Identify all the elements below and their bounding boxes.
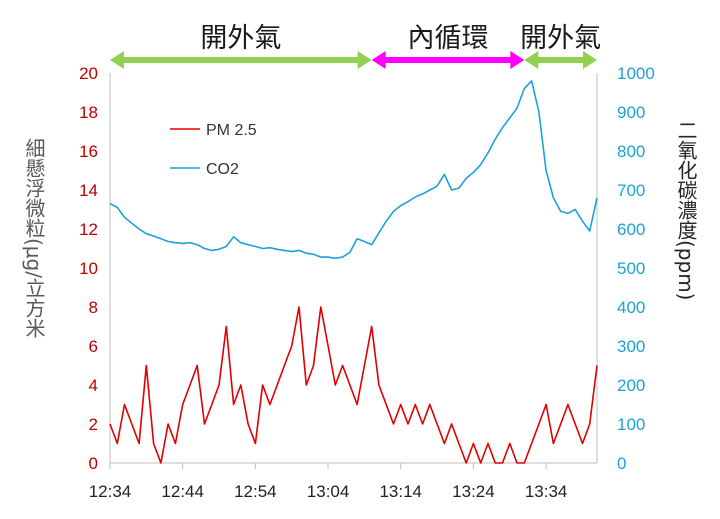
- period-arrow-head-left: [371, 51, 386, 69]
- y-left-tick-label: 18: [79, 103, 98, 122]
- x-tick-label: 12:44: [161, 482, 204, 501]
- y-right-tick-label: 1000: [617, 64, 655, 83]
- y-left-tick-label: 8: [89, 298, 98, 317]
- y-right-tick-label: 800: [617, 142, 645, 161]
- x-tick-label: 13:24: [452, 482, 495, 501]
- y-right-tick-label: 600: [617, 220, 645, 239]
- axes: 0246810121416182001002003004005006007008…: [79, 64, 655, 501]
- period-label: 內循環: [407, 23, 488, 54]
- period-arrow-head-right: [510, 51, 525, 69]
- y-left-tick-label: 14: [79, 181, 98, 200]
- period-arrow-head-left: [524, 51, 539, 69]
- y-axis-left-label: 細懸浮微粒(μg/立方米: [22, 138, 46, 338]
- y-left-tick-label: 16: [79, 142, 98, 161]
- period-arrow-head-right: [357, 51, 372, 69]
- y-right-tick-label: 700: [617, 181, 645, 200]
- y-right-tick-label: 500: [617, 259, 645, 278]
- period-annotations: 開外氣 內循環 開外氣: [110, 23, 601, 69]
- y-left-tick-label: 6: [89, 337, 98, 356]
- period-arrow-head-left: [110, 51, 124, 69]
- y-left-tick-label: 20: [79, 64, 98, 83]
- y-left-tick-label: 0: [89, 454, 98, 473]
- y-left-tick-label: 10: [79, 259, 98, 278]
- series-line-pm-2-5: [109, 306, 598, 464]
- period-label: 開外氣: [200, 23, 281, 54]
- legend-label: PM 2.5: [206, 122, 257, 139]
- series-line-co2: [109, 80, 598, 260]
- y-right-tick-label: 200: [617, 376, 645, 395]
- legend-label: CO2: [206, 161, 239, 178]
- y-right-tick-label: 0: [617, 454, 626, 473]
- x-tick-label: 13:04: [307, 482, 350, 501]
- series-lines: [109, 80, 598, 464]
- x-tick-label: 13:14: [379, 482, 422, 501]
- y-left-tick-label: 12: [79, 220, 98, 239]
- y-right-tick-label: 100: [617, 415, 645, 434]
- y-left-tick-label: 2: [89, 415, 98, 434]
- x-tick-label: 12:54: [234, 482, 277, 501]
- y-right-tick-label: 300: [617, 337, 645, 356]
- y-right-tick-label: 900: [617, 103, 645, 122]
- legend: PM 2.5 CO2: [170, 122, 257, 178]
- x-tick-label: 13:34: [525, 482, 568, 501]
- y-right-tick-label: 400: [617, 298, 645, 317]
- period-arrow-head-right: [583, 51, 597, 69]
- period-label: 開外氣: [520, 23, 601, 54]
- y-left-tick-label: 4: [89, 376, 98, 395]
- x-tick-label: 12:34: [89, 482, 132, 501]
- y-axis-right-label: 二氧化碳濃度(ppm): [674, 120, 698, 301]
